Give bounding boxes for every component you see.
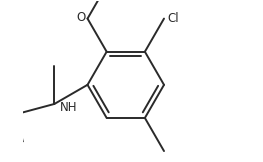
Text: O: O <box>76 11 86 24</box>
Text: Cl: Cl <box>167 12 179 25</box>
Text: NH: NH <box>60 101 78 114</box>
